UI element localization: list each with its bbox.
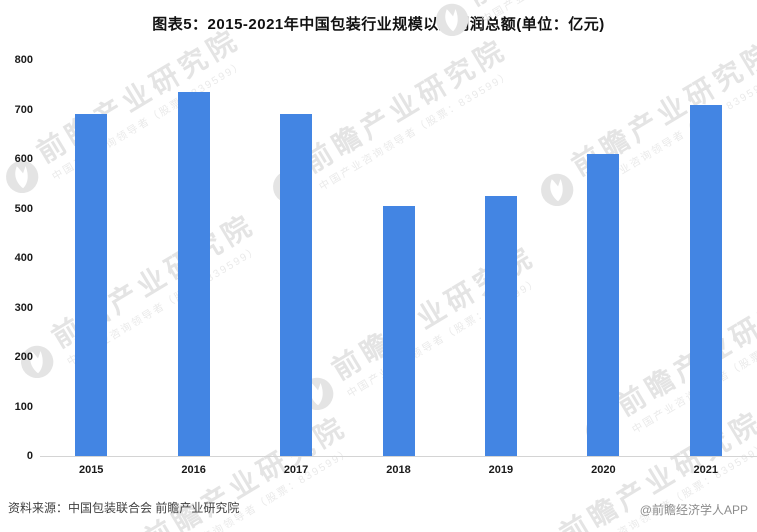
y-tick-label: 600 <box>14 153 33 165</box>
y-tick-label: 500 <box>14 202 33 215</box>
x-axis-labels: 2015 2016 2017 2018 2019 2020 2021 <box>40 464 757 480</box>
watermark-brand-text: 前瞻产业研究院 <box>462 0 676 12</box>
x-tick-label: 2020 <box>591 464 616 476</box>
plot-area <box>40 60 757 457</box>
y-tick-label: 200 <box>14 351 33 363</box>
chart-title: 图表5：2015-2021年中国包装行业规模以上利润总额(单位：亿元) <box>152 16 605 33</box>
y-tick-label: 400 <box>14 252 33 264</box>
x-tick-label: 2018 <box>386 464 411 476</box>
y-tick-label: 300 <box>14 301 33 314</box>
bar-2021 <box>689 104 722 456</box>
bar-2018 <box>382 206 415 456</box>
x-tick-label: 2019 <box>488 464 514 476</box>
bar-2019 <box>484 196 517 456</box>
bar-2015 <box>75 114 108 456</box>
y-tick-label: 100 <box>14 400 33 413</box>
bar-2017 <box>280 114 313 456</box>
source-note: 资料来源：中国包装联合会 前瞻产业研究院 <box>8 501 240 515</box>
y-axis-labels: 0 100 200 300 400 500 600 700 800 <box>0 54 33 462</box>
bar-2020 <box>587 154 620 456</box>
x-tick-label: 2015 <box>78 464 104 476</box>
y-tick-label: 800 <box>14 54 33 66</box>
x-tick-label: 2021 <box>693 464 719 476</box>
x-tick-label: 2016 <box>181 464 206 476</box>
y-tick-label: 700 <box>14 103 33 116</box>
x-tick-label: 2017 <box>283 464 309 476</box>
y-tick-label: 0 <box>26 450 33 462</box>
credit-note: @前瞻经济学人APP <box>639 503 748 517</box>
bar-2016 <box>177 92 210 456</box>
